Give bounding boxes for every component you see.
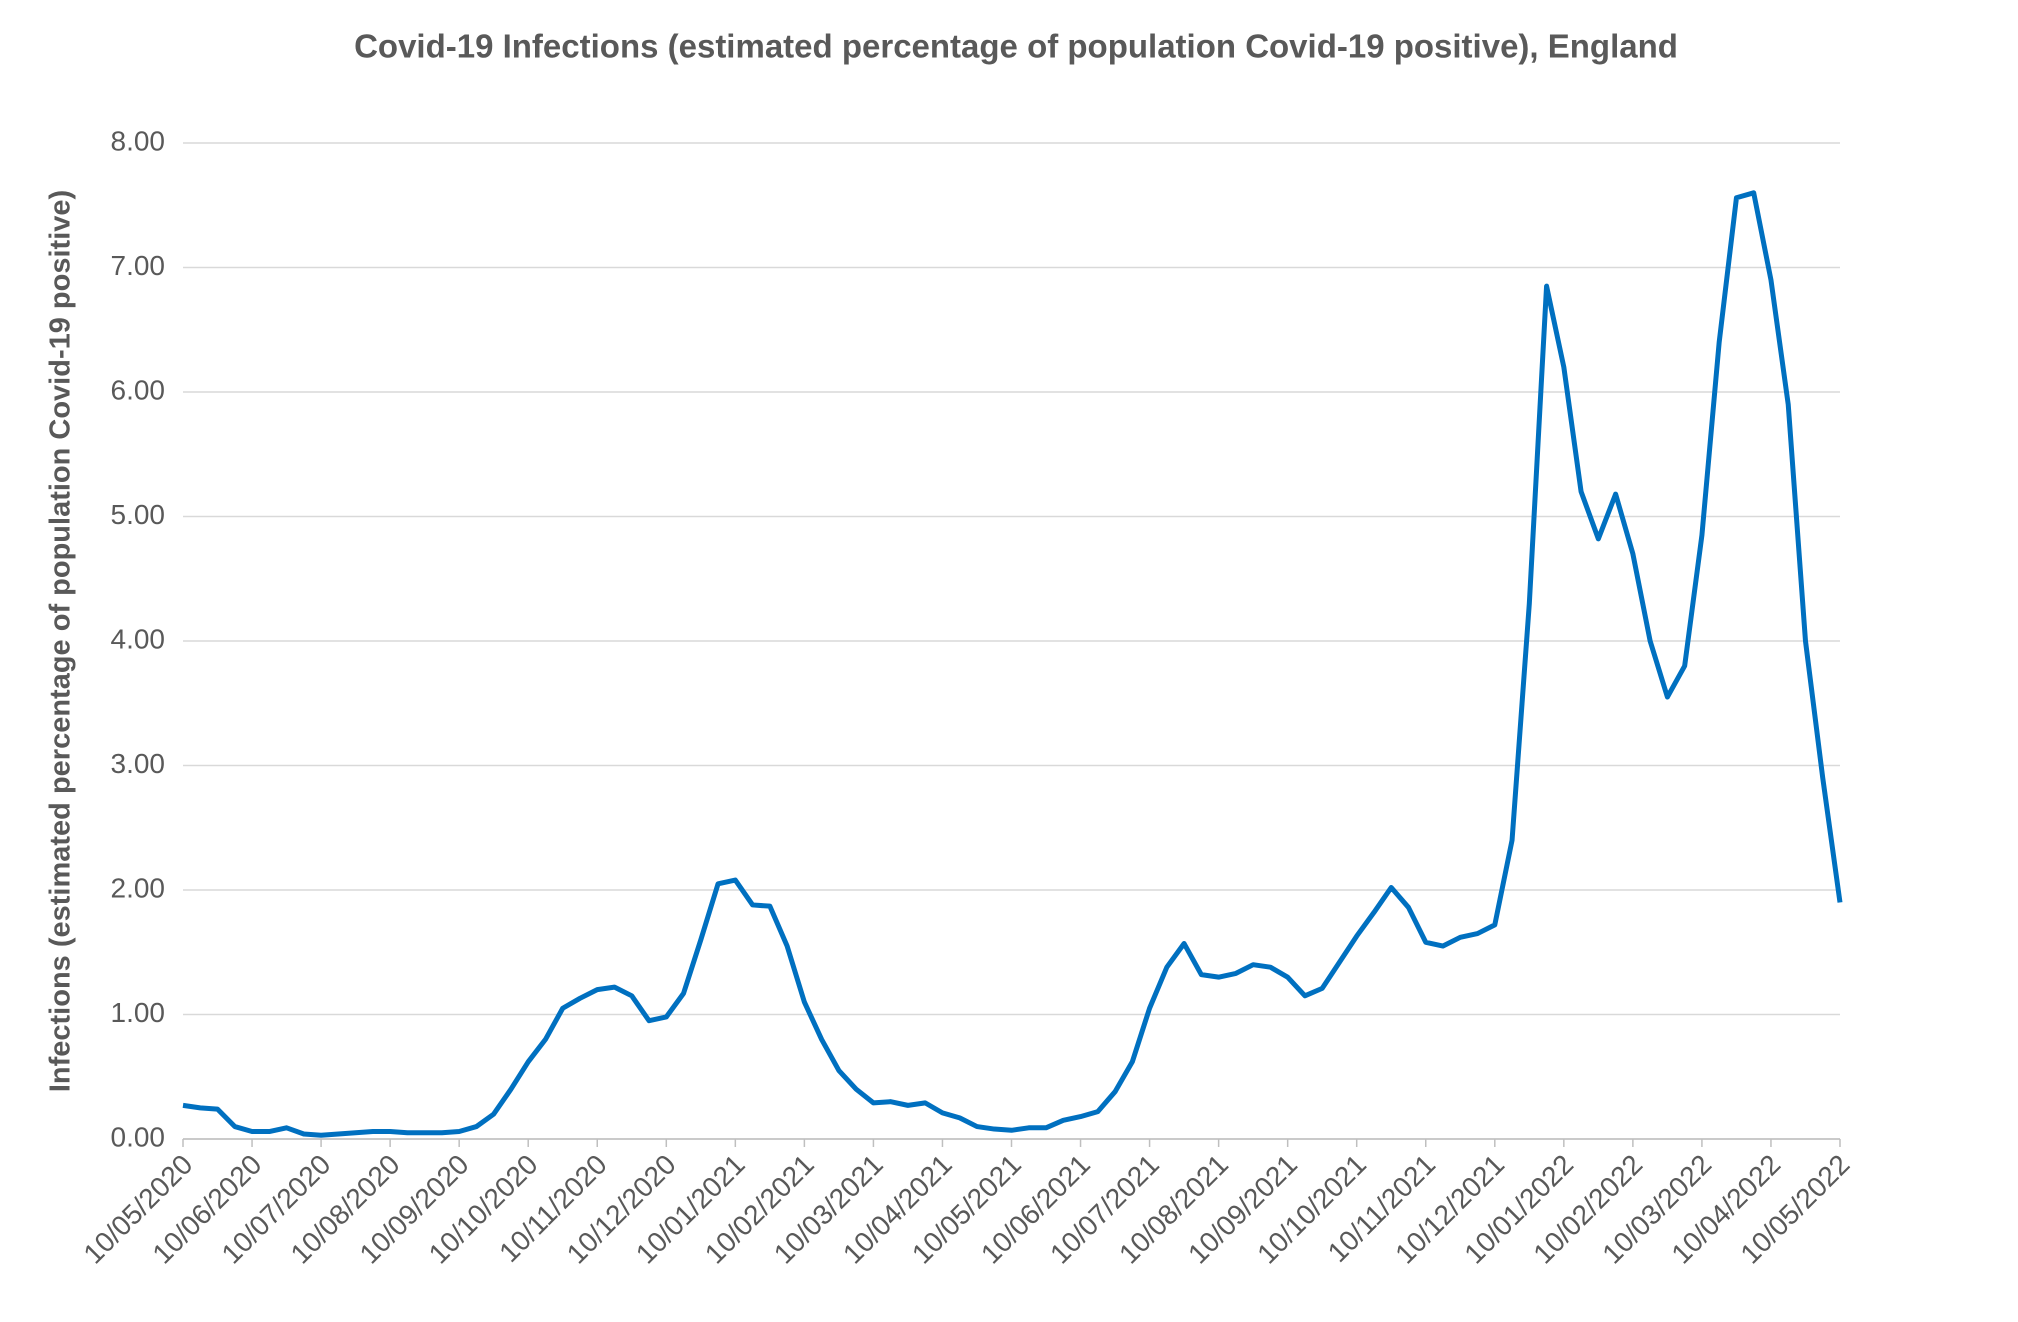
- y-tick-label: 5.00: [111, 499, 166, 530]
- chart-title: Covid-19 Infections (estimated percentag…: [354, 28, 1678, 65]
- y-tick-label: 2.00: [111, 872, 166, 903]
- y-tick-label: 6.00: [111, 374, 166, 405]
- y-tick-label: 8.00: [111, 125, 166, 156]
- y-tick-label: 3.00: [111, 748, 166, 779]
- y-axis-title: Infections (estimated percentage of popu…: [45, 190, 77, 1092]
- data-line: [182, 190, 1843, 1138]
- y-tick-label: 1.00: [111, 997, 166, 1028]
- y-tick-label: 0.00: [111, 1121, 166, 1152]
- y-tick-label: 4.00: [111, 623, 166, 654]
- y-tick-label: 7.00: [111, 250, 166, 281]
